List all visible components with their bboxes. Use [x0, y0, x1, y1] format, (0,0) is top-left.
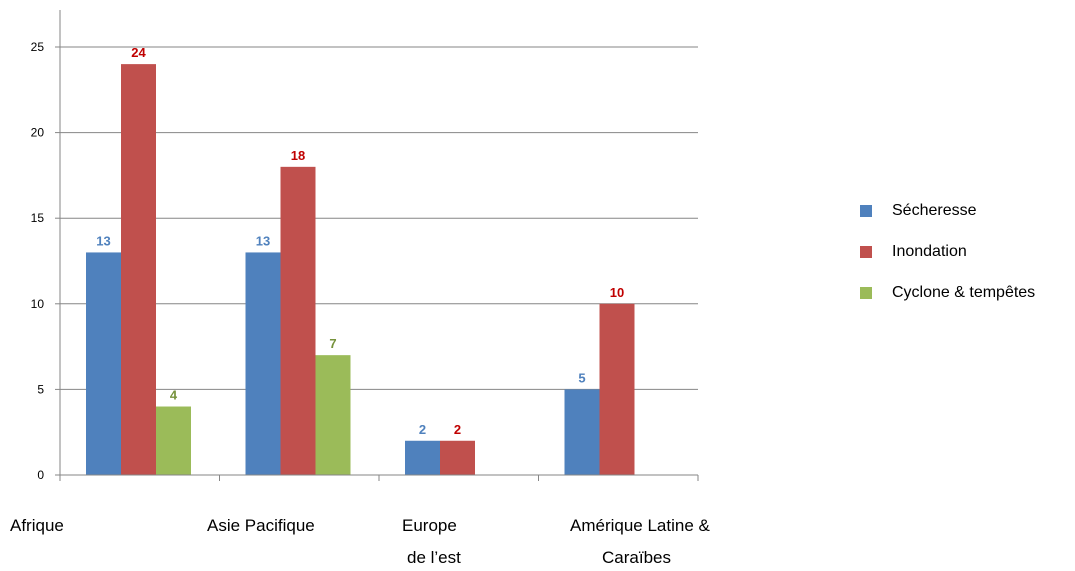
- legend-swatch: [860, 205, 872, 217]
- bar: [156, 406, 191, 475]
- axes: [55, 10, 699, 481]
- data-label: 2: [419, 422, 426, 437]
- legend-swatch: [860, 246, 872, 258]
- data-label: 10: [610, 285, 624, 300]
- bar: [440, 440, 475, 475]
- y-tick-label: 5: [37, 382, 44, 396]
- bar: [315, 355, 351, 475]
- data-label: 13: [256, 233, 270, 248]
- bar: [564, 389, 600, 475]
- x-category-label: Asie Pacifique: [207, 516, 315, 535]
- y-tick-label: 25: [31, 40, 45, 54]
- x-category-label: Afrique: [10, 516, 64, 535]
- data-label: 2: [454, 422, 461, 437]
- y-tick-label: 10: [31, 297, 45, 311]
- x-category-label: Amérique Latine &: [570, 516, 711, 535]
- y-tick-label: 0: [37, 468, 44, 482]
- legend-label: Cyclone & tempêtes: [892, 284, 1036, 301]
- bar: [86, 252, 121, 475]
- legend-label: Sécheresse: [892, 202, 977, 219]
- bar: [121, 64, 156, 476]
- bars: [86, 64, 635, 476]
- legend-item: Cyclone & tempêtes: [860, 282, 1035, 304]
- x-category-label: de l’est: [407, 548, 461, 567]
- legend-swatch: [860, 287, 872, 299]
- bar: [280, 166, 316, 475]
- x-category-label: Caraïbes: [602, 548, 671, 567]
- data-label: 18: [291, 148, 305, 163]
- data-label: 7: [329, 336, 336, 351]
- bar: [599, 303, 635, 475]
- data-label: 5: [578, 370, 585, 385]
- legend-label: Inondation: [892, 243, 967, 260]
- bar: [245, 252, 281, 475]
- legend: Sécheresse Inondation Cyclone & tempêtes: [860, 200, 1035, 323]
- bar: [405, 440, 440, 475]
- y-tick-label: 20: [31, 126, 45, 140]
- x-category-label: Europe: [402, 516, 457, 535]
- legend-item: Sécheresse: [860, 200, 1035, 222]
- data-label: 13: [96, 233, 110, 248]
- data-label: 24: [131, 45, 146, 60]
- data-label: 4: [170, 388, 178, 403]
- legend-item: Inondation: [860, 241, 1035, 263]
- y-tick-label: 15: [31, 211, 45, 225]
